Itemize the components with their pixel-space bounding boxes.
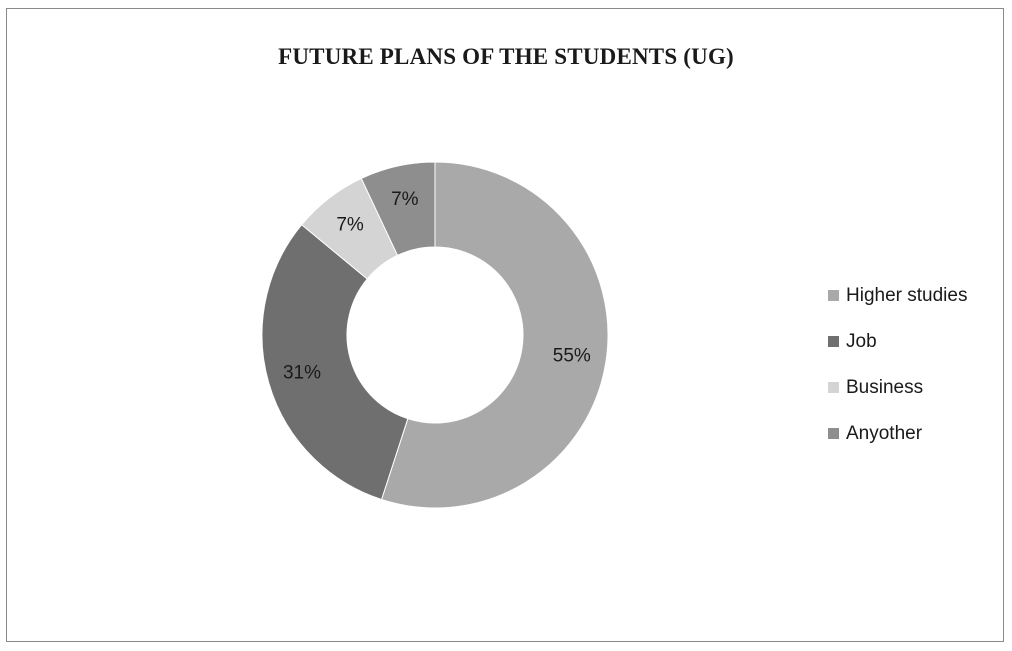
chart-frame [6, 8, 1004, 642]
legend-label-anyother: Anyother [846, 422, 923, 444]
chart-legend: Higher studies Job Business Anyother [828, 284, 967, 468]
data-label-job: 31% [283, 363, 321, 384]
legend-item-anyother: Anyother [828, 422, 967, 445]
legend-item-higher-studies: Higher studies [828, 284, 967, 307]
legend-swatch-business [828, 382, 839, 393]
slice-job [261, 224, 409, 501]
legend-swatch-job [828, 336, 839, 347]
legend-label-business: Business [846, 376, 924, 398]
slice-higher-studies [380, 161, 609, 509]
legend-swatch-anyother [828, 428, 839, 439]
legend-swatch-higher-studies [828, 290, 839, 301]
legend-item-job: Job [828, 330, 967, 353]
data-label-business: 7% [336, 215, 364, 236]
legend-item-business: Business [828, 376, 967, 399]
slice-anyother [360, 161, 436, 257]
legend-label-job: Job [846, 330, 877, 352]
data-label-anyother: 7% [391, 189, 419, 210]
legend-label-higher-studies: Higher studies [846, 284, 968, 306]
chart-title: FUTURE PLANS OF THE STUDENTS (UG) [278, 44, 734, 69]
data-label-higher-studies: 55% [553, 346, 591, 367]
